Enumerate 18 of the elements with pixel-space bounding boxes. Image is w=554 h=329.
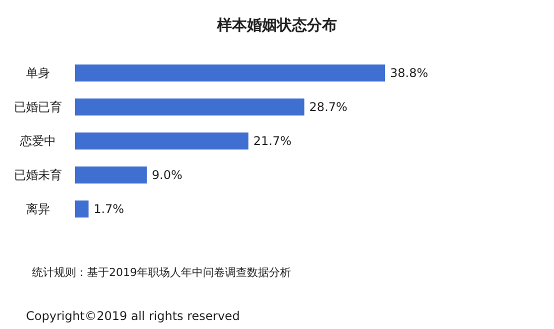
bar — [75, 98, 304, 116]
data-label: 9.0% — [152, 168, 182, 182]
y-tick-label: 单身 — [26, 66, 50, 80]
bar — [75, 200, 89, 218]
chart-title: 样本婚姻状态分布 — [216, 16, 337, 34]
bar — [75, 64, 385, 82]
y-tick-label: 离异 — [26, 202, 50, 216]
data-label: 1.7% — [94, 202, 124, 216]
text: Copyright©2019 all rights reserved — [26, 309, 240, 323]
bar — [75, 166, 147, 184]
data-label: 38.8% — [390, 66, 428, 80]
text: 统计规则：基于2019年职场人年中问卷调查数据分析 — [32, 266, 291, 279]
bar — [75, 132, 248, 150]
y-tick-label: 恋爱中 — [19, 134, 56, 148]
y-tick-label: 已婚已育 — [14, 100, 62, 114]
y-tick-label: 已婚未育 — [14, 168, 62, 182]
data-label: 21.7% — [253, 134, 292, 148]
data-label: 28.7% — [309, 100, 348, 114]
